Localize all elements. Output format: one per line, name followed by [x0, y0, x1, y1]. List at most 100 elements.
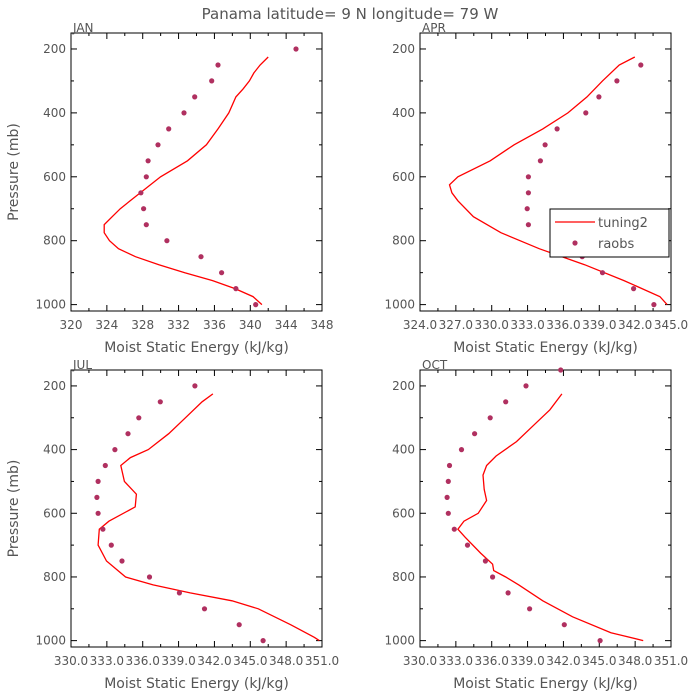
data-point-raobs [472, 431, 478, 437]
data-point-raobs [95, 478, 101, 484]
data-point-raobs [166, 126, 172, 132]
data-point-raobs [554, 126, 560, 132]
x-tick-label: 330.0 [54, 654, 88, 668]
y-tick-label: 600 [392, 506, 415, 520]
data-point-raobs [141, 206, 147, 212]
y-tick-label: 800 [392, 570, 415, 584]
series-line-tuning2 [103, 56, 269, 306]
plot-frame [70, 369, 323, 648]
x-tick-label: 351.0 [305, 654, 339, 668]
data-point-raobs [145, 158, 151, 164]
data-point-raobs [503, 399, 509, 405]
legend-box [549, 208, 670, 258]
data-point-raobs [293, 46, 299, 52]
data-point-raobs [561, 622, 567, 628]
data-point-raobs [176, 590, 182, 596]
data-point-raobs [525, 222, 532, 228]
y-tick-label: 800 [43, 570, 66, 584]
data-point-raobs [597, 638, 603, 644]
data-point-raobs [136, 415, 142, 421]
x-tick-label: 342.0 [618, 318, 652, 332]
data-point-raobs [198, 254, 204, 260]
data-point-raobs [596, 94, 602, 100]
legend-marker-swatch [572, 240, 578, 246]
data-point-raobs [614, 78, 620, 84]
data-point-raobs [215, 62, 221, 68]
data-point-raobs [233, 286, 239, 292]
data-point-raobs [527, 606, 533, 612]
panel-oct: OCT 330.0 333.0 336.0 339.0 342.0 345.0 348.0 35… [384, 358, 688, 692]
data-point-raobs [525, 190, 532, 196]
x-axis-label: Moist Static Energy (kJ/kg) [453, 340, 638, 356]
plot-frame [70, 32, 323, 312]
data-point-raobs [542, 142, 548, 148]
y-tick-label: 400 [392, 106, 415, 120]
plot-frame [419, 369, 672, 648]
data-point-raobs [525, 174, 532, 180]
panel-label: JUL [72, 358, 92, 372]
x-tick-label: 328 [131, 318, 154, 332]
data-point-raobs [100, 526, 106, 532]
panel-label: OCT [422, 358, 448, 372]
x-tick-label: 342.0 [546, 654, 580, 668]
x-tick-label: 339.0 [161, 654, 195, 668]
data-point-raobs [146, 574, 153, 580]
panel-label: JAN [72, 21, 94, 35]
data-point-raobs [138, 190, 144, 196]
data-point-raobs [260, 638, 266, 644]
data-point-raobs [444, 494, 450, 500]
x-tick-label: 330.0 [475, 318, 509, 332]
data-point-raobs [125, 431, 131, 437]
data-point-raobs [558, 367, 564, 373]
x-tick-label: 339.0 [510, 654, 544, 668]
data-point-raobs [523, 383, 529, 389]
series-line-tuning2 [97, 393, 320, 642]
y-tick-label: 800 [43, 234, 66, 248]
y-tick-label: 800 [392, 234, 415, 248]
y-tick-label: 400 [43, 443, 66, 457]
x-tick-label: 348.0 [618, 654, 652, 668]
data-point-raobs [236, 622, 242, 628]
data-point-raobs [445, 478, 451, 484]
x-tick-label: 344 [275, 318, 298, 332]
panel-jul: JUL 330.0 333.0 336.0 339.0 342.0 345.0 348.0 35… [6, 358, 339, 692]
panel-label: APR [422, 21, 446, 35]
x-tick-label: 348 [311, 318, 334, 332]
x-tick-label: 333.0 [90, 654, 124, 668]
y-tick-label: 1000 [384, 634, 415, 648]
data-point-raobs [505, 590, 511, 596]
x-tick-label: 345.0 [233, 654, 267, 668]
data-point-raobs [599, 270, 606, 276]
x-tick-label: 348.0 [269, 654, 303, 668]
x-tick-label: 333.0 [439, 654, 473, 668]
data-point-raobs [219, 270, 225, 276]
x-tick-label: 342.0 [197, 654, 231, 668]
x-tick-label: 336.0 [126, 654, 160, 668]
figure-title: Panama latitude= 9 N longitude= 79 W [202, 5, 499, 23]
data-point-raobs [487, 415, 493, 421]
y-tick-label: 200 [43, 42, 66, 56]
data-point-raobs [446, 462, 453, 469]
data-point-raobs [157, 399, 163, 405]
y-tick-label: 1000 [384, 298, 415, 312]
data-point-raobs [638, 62, 644, 68]
data-point-raobs [143, 222, 149, 228]
data-point-raobs [112, 447, 118, 453]
x-tick-label: 345.0 [582, 654, 616, 668]
x-tick-label: 336.0 [546, 318, 580, 332]
data-point-raobs [108, 542, 114, 548]
data-point-raobs [464, 542, 471, 548]
data-point-raobs [458, 447, 465, 453]
legend: tuning2 raobs [549, 208, 670, 258]
data-point-raobs [524, 206, 530, 212]
data-point-raobs [253, 302, 259, 308]
y-tick-label: 400 [43, 106, 66, 120]
legend-label-raobs: raobs [598, 237, 635, 252]
y-axis-label: Pressure (mb) [6, 460, 22, 558]
x-axis-label: Moist Static Energy (kJ/kg) [104, 676, 289, 692]
data-point-raobs [192, 383, 198, 389]
data-point-raobs [583, 110, 589, 116]
x-tick-label: 340 [239, 318, 262, 332]
data-point-raobs [143, 174, 149, 180]
